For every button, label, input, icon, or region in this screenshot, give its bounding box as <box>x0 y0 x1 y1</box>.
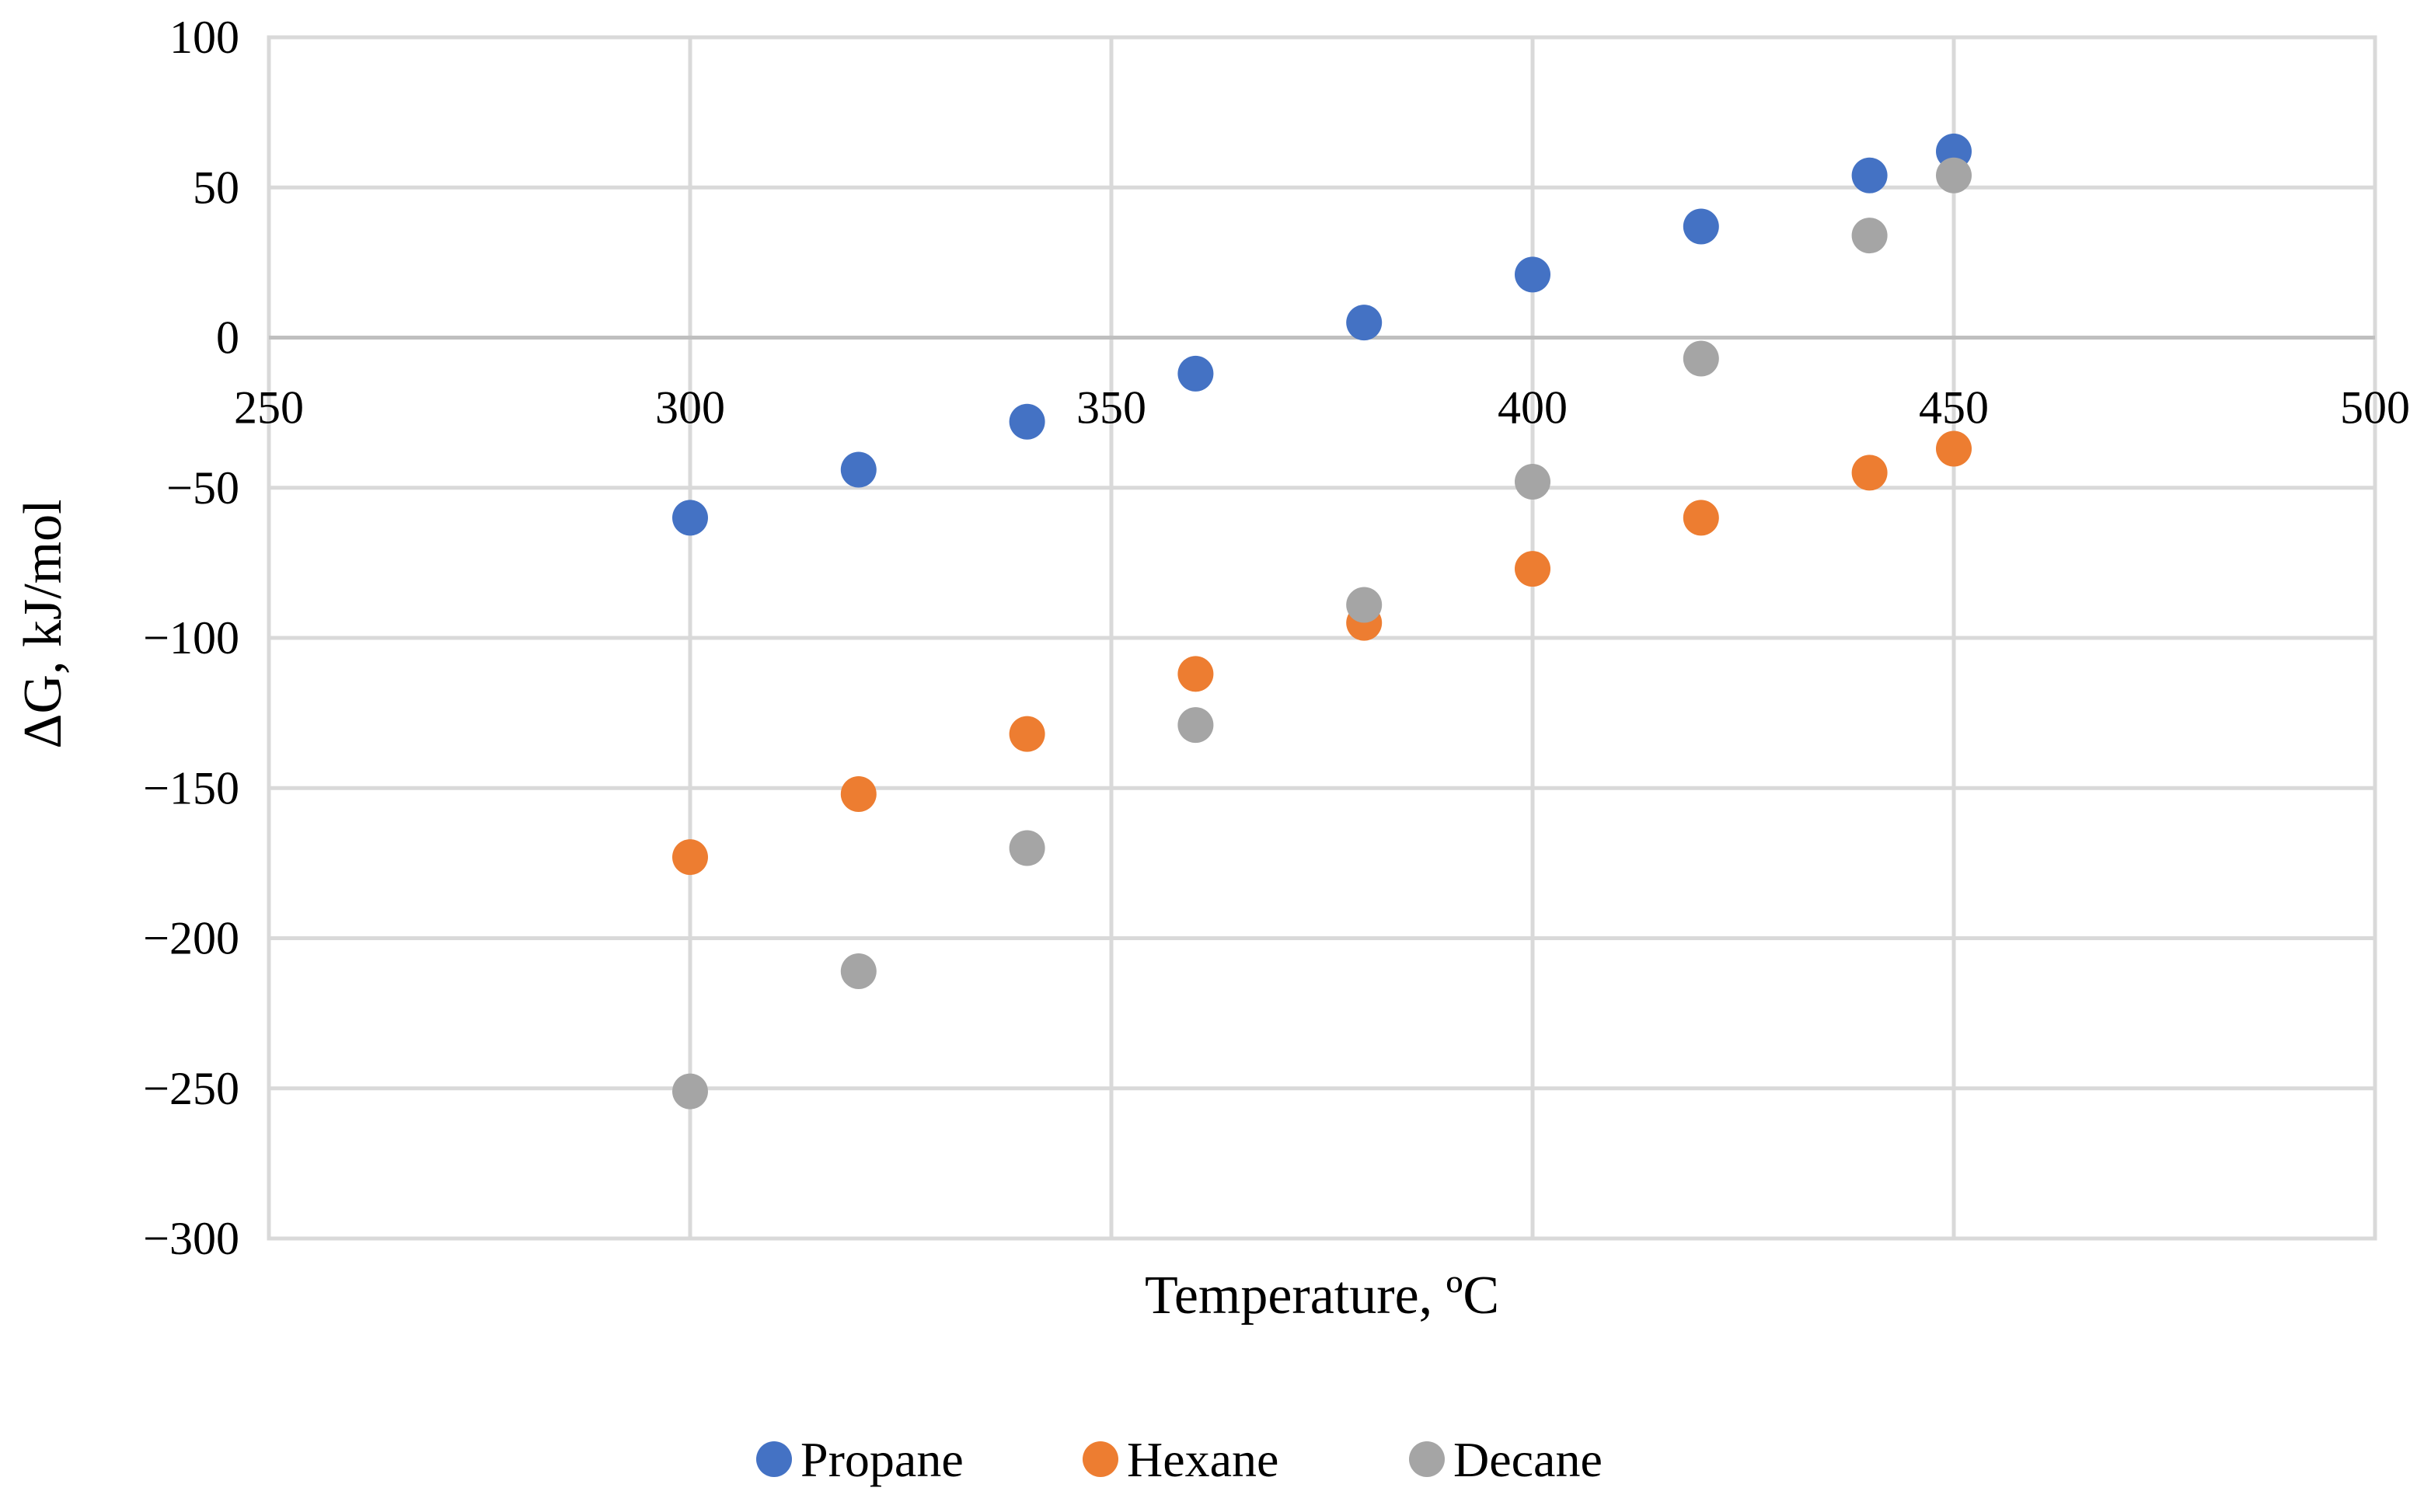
x-tick-label: 400 <box>1498 382 1568 434</box>
y-tick-label: −50 <box>166 462 239 514</box>
y-tick-label: −200 <box>143 913 239 964</box>
series-propane <box>672 133 1972 536</box>
point-hexane <box>1177 656 1214 692</box>
point-hexane <box>1683 500 1719 536</box>
y-tick-label: −100 <box>143 612 239 664</box>
point-hexane <box>1515 551 1550 587</box>
legend-item-propane: Propane <box>756 1432 964 1487</box>
y-tick-label: 100 <box>169 12 239 63</box>
legend-label-propane: Propane <box>800 1432 964 1487</box>
y-tick-label: −150 <box>143 762 239 813</box>
point-propane <box>1009 403 1045 440</box>
point-decane <box>1515 464 1550 500</box>
x-tick-label: 300 <box>655 382 725 434</box>
point-decane <box>1683 340 1719 377</box>
data-points <box>672 133 1972 1110</box>
y-tick-label: −300 <box>143 1213 239 1264</box>
y-tick-label: 0 <box>216 312 239 364</box>
point-decane <box>840 953 877 990</box>
legend-label-decane: Decane <box>1453 1432 1603 1487</box>
point-hexane <box>840 775 877 812</box>
point-propane <box>1177 355 1214 392</box>
point-decane <box>1936 157 1972 193</box>
legend: Propane Hexane Decane <box>756 1432 1603 1487</box>
legend-item-hexane: Hexane <box>1083 1432 1278 1487</box>
plot-area-frame <box>267 35 2377 1241</box>
x-tick-label: 450 <box>1919 382 1989 434</box>
series-decane <box>672 157 1972 1110</box>
legend-marker-hexane <box>1083 1441 1118 1477</box>
x-tick-label: 350 <box>1076 382 1146 434</box>
point-decane <box>1851 218 1888 254</box>
point-propane <box>840 451 877 488</box>
y-tick-label: −250 <box>143 1063 239 1114</box>
point-hexane <box>1936 430 1972 467</box>
point-propane <box>1515 256 1550 293</box>
y-axis-title: ΔG, kJ/mol <box>13 499 73 748</box>
point-hexane <box>1009 716 1045 752</box>
point-hexane <box>1851 455 1888 491</box>
series-hexane <box>672 430 1972 876</box>
y-tick-label: 50 <box>193 162 239 213</box>
point-propane <box>672 500 708 536</box>
point-decane <box>1009 830 1045 866</box>
grid-lines <box>267 35 2377 1241</box>
point-decane <box>672 1073 708 1110</box>
point-hexane <box>672 839 708 876</box>
legend-marker-propane <box>756 1441 792 1477</box>
point-decane <box>1346 587 1383 623</box>
point-propane <box>1346 305 1383 341</box>
x-tick-label: 250 <box>234 382 304 434</box>
legend-label-hexane: Hexane <box>1127 1432 1278 1487</box>
x-tick-label: 500 <box>2340 382 2410 434</box>
legend-marker-decane <box>1409 1441 1445 1477</box>
x-axis-title: Temperature, ºC <box>1145 1266 1499 1326</box>
point-propane <box>1851 157 1888 193</box>
legend-item-decane: Decane <box>1409 1432 1603 1487</box>
point-decane <box>1177 707 1214 744</box>
point-propane <box>1683 208 1719 245</box>
